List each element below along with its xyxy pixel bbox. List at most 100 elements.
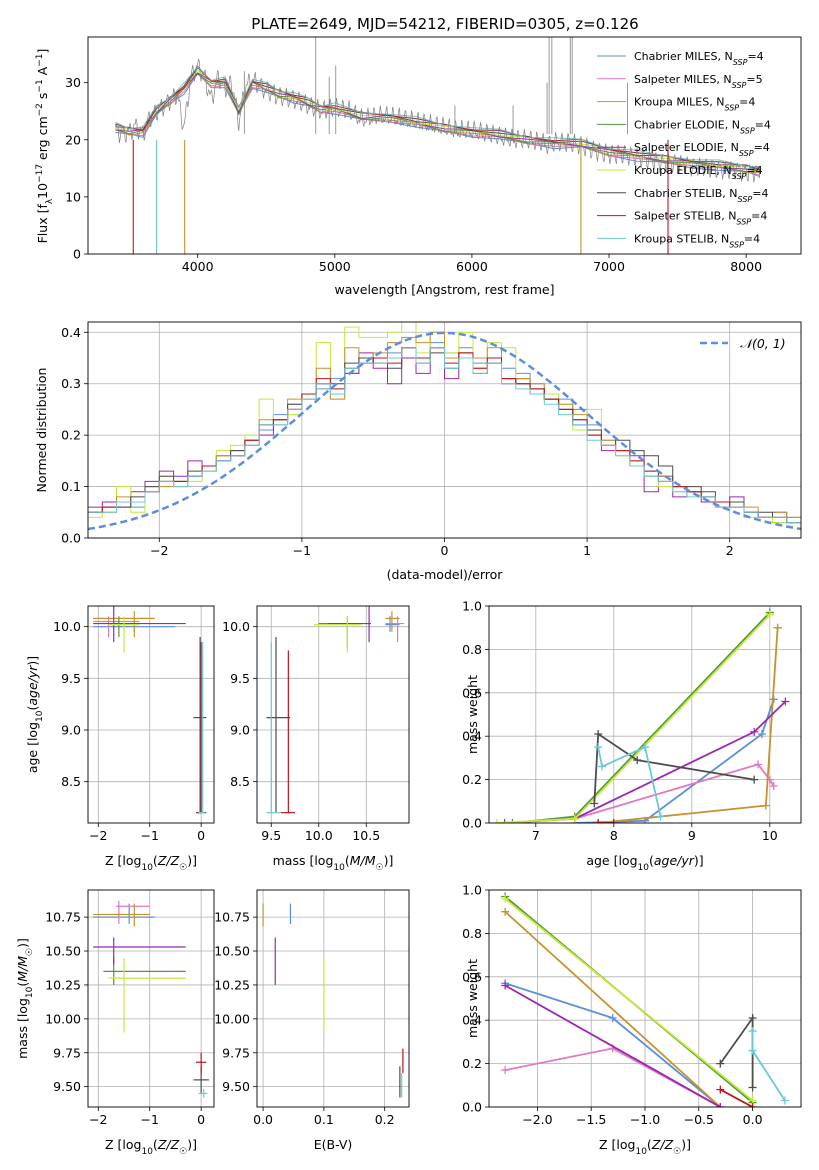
mass-weight-line	[593, 732, 755, 804]
x-tick-label: −1	[140, 1112, 158, 1127]
x-tick-label: 8	[610, 828, 618, 843]
y-tick-label: 0.2	[61, 428, 81, 443]
model-spectrum-line	[115, 65, 761, 170]
data-point-marker	[590, 799, 599, 808]
label-part: 10	[333, 863, 345, 873]
label-part: ]	[35, 49, 50, 54]
y-tick-label: 10	[65, 189, 81, 204]
axes-frame	[256, 889, 410, 1108]
label-part: 10	[638, 863, 650, 873]
x-axis-label: (data-model)/error	[387, 567, 504, 582]
y-tick-label: 10.75	[45, 910, 81, 925]
y-tick-label: 1.0	[462, 599, 482, 614]
label-part: 10	[35, 183, 50, 199]
y-tick-label: 0.4	[462, 729, 482, 744]
x-tick-label: 0	[197, 828, 205, 843]
y-tick-label: 9.50	[222, 1079, 250, 1094]
x-axis-label: wavelength [Angstrom, rest frame]	[334, 282, 554, 297]
label-part: )]	[15, 938, 30, 948]
label-part: ☉	[179, 1147, 187, 1157]
legend-label-part: =4	[752, 187, 768, 200]
x-tick-label: −2.0	[522, 1112, 552, 1127]
histogram-step-line	[88, 347, 801, 524]
label-part: Z [log	[599, 1137, 635, 1152]
observed-spectrum-line	[115, 58, 760, 183]
label-part: 10	[635, 1147, 647, 1157]
figure-title: PLATE=2649, MJD=54212, FIBERID=0305, z=0…	[251, 15, 638, 33]
data-point-marker	[608, 1014, 617, 1023]
legend-label: Kroupa STELIB, NSSP=4	[634, 232, 760, 249]
y-tick-label: 0.4	[61, 325, 81, 340]
data-point-marker	[748, 1083, 757, 1092]
panel-residuals: −2 −1 0 1 2 0.0 0.1 0.2 0.3 0.4 (data-model)/error…	[34, 321, 802, 582]
label-part: 10	[25, 986, 35, 998]
y-tick-label: 0.6	[462, 969, 482, 984]
mass-weight-line	[504, 984, 721, 1107]
plot-area-weight_vs_age	[492, 608, 790, 823]
legend-label-part: SSP	[732, 172, 747, 181]
label-part: M/M	[15, 956, 30, 982]
data-point-marker	[748, 1103, 757, 1107]
x-tick-label: 5000	[319, 259, 351, 274]
legend-label-part: Salpeter MILES, N	[634, 73, 732, 86]
label-part: mass [log	[273, 853, 334, 868]
label-part: λ	[45, 198, 55, 204]
label-part: erg cm	[35, 116, 50, 164]
legend-label: Chabrier STELIB, NSSP=4	[634, 187, 768, 204]
legend-label-part: Kroupa STELIB, N	[634, 232, 729, 245]
legend-label-part: =4	[744, 232, 760, 245]
model-spectrum-line	[115, 66, 760, 168]
label-part: 10	[141, 863, 153, 873]
panel-mass_vs_EBV: 0.0 0.1 0.2 9.50 9.75 10.00 10.25 10.50 10.75 E(B…	[214, 889, 410, 1152]
mass-weight-line	[496, 614, 771, 823]
y-tick-label: 10.75	[214, 910, 250, 925]
label-part: −1	[35, 79, 45, 92]
y-tick-label: 0.0	[61, 531, 81, 546]
y-tick-label: 10.00	[45, 1011, 81, 1026]
mass-weight-line	[504, 898, 754, 1102]
data-point-marker	[748, 1046, 757, 1055]
label-part: ☉	[376, 863, 384, 873]
label-part: )]	[187, 1137, 197, 1152]
x-tick-label: 7	[532, 828, 540, 843]
y-tick-label: 8.5	[230, 774, 250, 789]
data-point-marker	[716, 1059, 725, 1068]
x-tick-label: −1.0	[630, 1112, 660, 1127]
y-tick-label: 10.00	[214, 1011, 250, 1026]
y-tick-label: 9.75	[53, 1045, 81, 1060]
legend-label: Kroupa ELODIE, NSSP=4	[634, 164, 763, 181]
y-axis-label: mass weight	[465, 959, 480, 1038]
x-tick-label: 1	[583, 543, 591, 558]
legend-label-part: Kroupa ELODIE, N	[634, 164, 732, 177]
label-part: )]	[384, 853, 394, 868]
x-axis-label: Z [log10(Z/Z☉)]	[105, 853, 197, 873]
data-point-marker	[758, 730, 766, 739]
x-tick-label: −0.5	[684, 1112, 714, 1127]
y-tick-label: 10.25	[45, 977, 81, 992]
y-tick-label: 10.0	[53, 619, 81, 634]
label-part: mass [log	[15, 998, 30, 1059]
x-tick-label: 0.0	[743, 1112, 763, 1127]
legend-label-part: =4	[754, 141, 770, 154]
y-tick-label: 0.2	[462, 772, 482, 787]
legend-label-part: Kroupa MILES, N	[634, 96, 724, 109]
label-part: age [log	[586, 853, 637, 868]
data-point-marker	[633, 756, 642, 765]
y-tick-label: 0.2	[462, 1056, 482, 1071]
x-tick-label: 0.0	[253, 1112, 273, 1127]
label-part: A	[35, 66, 50, 79]
label-part: Z/Z	[157, 853, 180, 868]
legend-label-part: SSP	[739, 149, 754, 158]
y-axis-label: age [log10(age/yr)]	[25, 656, 45, 773]
data-point-marker	[780, 1096, 789, 1105]
label-part: (	[647, 1137, 652, 1152]
plot-area-residuals	[88, 322, 801, 531]
label-part: Z/Z	[651, 1137, 674, 1152]
y-tick-label: 9.75	[222, 1045, 250, 1060]
axes-frame	[488, 605, 802, 824]
legend-label-part: =4	[746, 164, 762, 177]
label-part: Z/Z	[157, 1137, 180, 1152]
y-tick-label: 0.3	[61, 376, 81, 391]
